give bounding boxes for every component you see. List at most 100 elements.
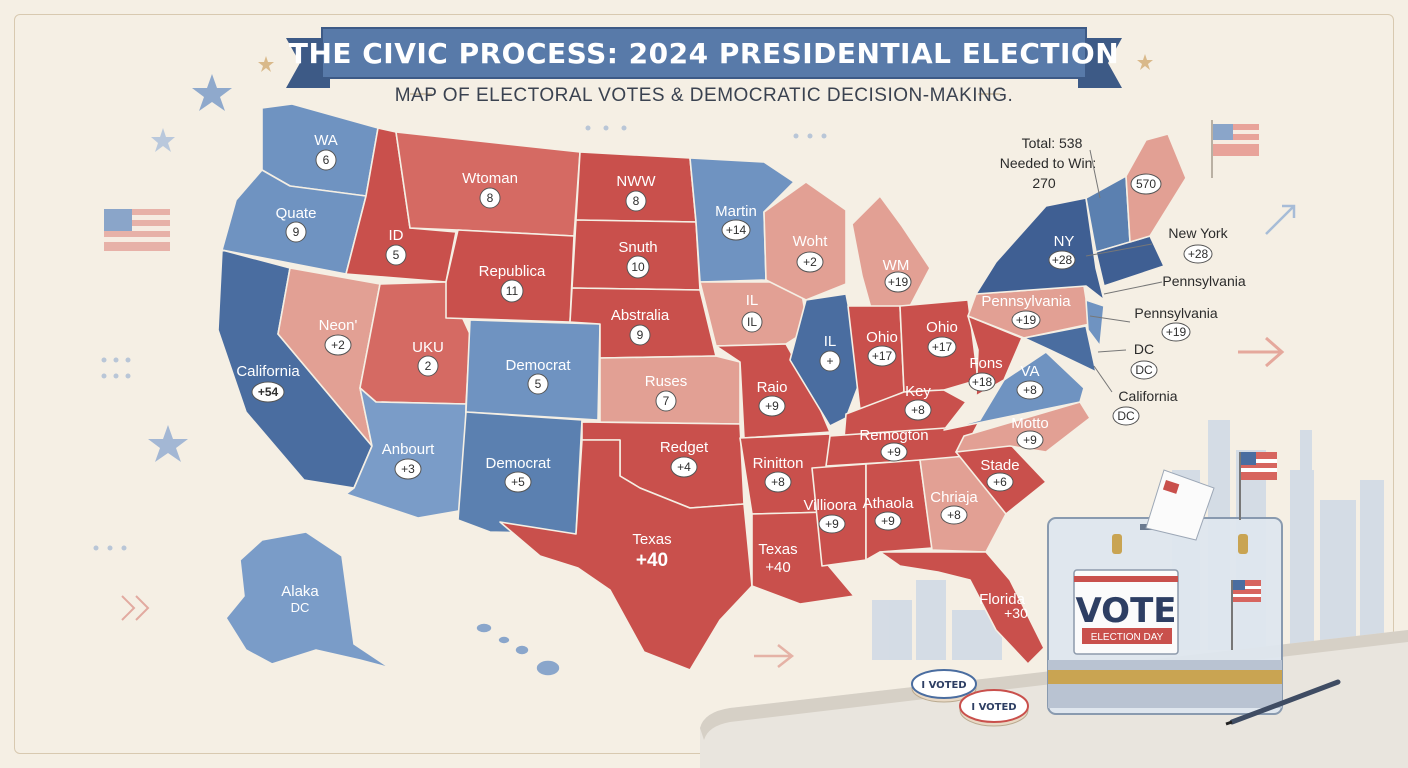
state-name: Texas xyxy=(758,541,797,558)
flag-icon xyxy=(104,209,170,251)
callout-california-badge: DC xyxy=(1117,409,1135,423)
state-votes: +8 xyxy=(1023,383,1037,397)
state-votes: +28 xyxy=(1052,253,1073,267)
state-votes: 9 xyxy=(637,328,644,342)
state-name: Snuth xyxy=(618,239,657,256)
state-nj xyxy=(1085,299,1105,347)
state-name: Raio xyxy=(757,379,788,396)
state-votes: +8 xyxy=(947,508,961,522)
state-name: Athaola xyxy=(863,495,915,512)
page-title: THE CIVIC PROCESS: 2024 PRESIDENTIAL ELE… xyxy=(289,37,1119,70)
state-name: VA xyxy=(1021,363,1040,380)
state-name: NY xyxy=(1054,233,1075,250)
state-name: Florida xyxy=(979,591,1026,608)
state-votes: 8 xyxy=(633,194,640,208)
state-name: Anbourt xyxy=(382,441,435,458)
state-name: Key xyxy=(905,383,931,400)
state-votes: +9 xyxy=(765,399,779,413)
star-icon xyxy=(258,56,274,72)
state-votes: 6 xyxy=(323,153,330,167)
state-fl xyxy=(879,551,1045,665)
state-ny xyxy=(975,197,1105,301)
state-hi xyxy=(475,622,561,677)
state-votes: +40 xyxy=(765,559,790,576)
state-name: Democrat xyxy=(485,455,551,472)
flag-icon xyxy=(1239,452,1277,520)
title-banner: THE CIVIC PROCESS: 2024 PRESIDENTIAL ELE… xyxy=(286,27,1122,88)
state-tx xyxy=(499,439,753,671)
state-votes: 5 xyxy=(535,377,542,391)
dots-decoration xyxy=(93,125,827,551)
state-votes: +6 xyxy=(993,475,1007,489)
state-votes: 7 xyxy=(663,394,670,408)
vote-sign: VOTE xyxy=(1075,591,1176,631)
state-name: IL xyxy=(824,333,837,350)
svg-text:I VOTED: I VOTED xyxy=(971,702,1016,713)
state-votes: +17 xyxy=(932,340,953,354)
state-name: Chriaja xyxy=(930,489,978,506)
callout-dc: DC xyxy=(1134,341,1154,357)
state-votes: 2 xyxy=(425,359,432,373)
page-subtitle: MAP OF ELECTORAL VOTES & DEMOCRATIC DECI… xyxy=(395,85,1014,106)
flag-icon xyxy=(1211,120,1259,178)
state-votes: +19 xyxy=(1016,313,1037,327)
state-name: Redget xyxy=(660,439,709,456)
arrow-icon xyxy=(754,644,795,668)
state-votes: +9 xyxy=(825,517,839,531)
state-votes: 5 xyxy=(393,248,400,262)
state-votes: +19 xyxy=(888,275,909,289)
state-votes: +9 xyxy=(887,445,901,459)
state-votes: DC xyxy=(291,600,310,615)
state-ak xyxy=(225,531,391,669)
state-name: Neon' xyxy=(319,317,358,334)
star-icon xyxy=(151,128,175,152)
total-votes: Total: 538 xyxy=(1022,135,1083,151)
callout-pennsylvania-votes: +19 xyxy=(1166,325,1187,339)
state-name: Republica xyxy=(479,263,546,280)
state-votes: +2 xyxy=(331,338,345,352)
callout-california: California xyxy=(1118,388,1177,404)
svg-text:I VOTED: I VOTED xyxy=(921,680,966,691)
state-name: Pennsylvania xyxy=(981,293,1071,310)
state-votes: IL xyxy=(747,315,757,329)
state-votes: +8 xyxy=(771,475,785,489)
needed-to-win-label: Needed to Win: xyxy=(1000,155,1097,171)
state-name: Motto xyxy=(1011,415,1049,432)
state-co xyxy=(465,319,601,421)
ballot-box: VOTE ELECTION DAY xyxy=(1047,469,1283,715)
state-name: Texas xyxy=(632,531,671,548)
state-votes: 570 xyxy=(1136,177,1156,191)
state-votes: 9 xyxy=(293,225,300,239)
callouts: Total: 538 Needed to Win: 270 New York +… xyxy=(1000,135,1246,426)
chevron-icon xyxy=(121,595,150,621)
callout-new-york: New York xyxy=(1168,225,1228,241)
state-name: IL xyxy=(746,292,759,309)
state-votes: 8 xyxy=(487,191,494,205)
star-icon xyxy=(192,74,232,111)
state-name: Villioora xyxy=(803,497,857,514)
callout-new-york-votes: +28 xyxy=(1188,247,1209,261)
state-mi xyxy=(851,195,931,313)
state-name: Fons xyxy=(969,355,1002,372)
state-name: Democrat xyxy=(505,357,571,374)
state-votes: +9 xyxy=(881,514,895,528)
arrow-icon xyxy=(1265,204,1296,235)
state-labels: WA 6 Quate 9 California +54 ID 5 Neon' +2 UKU… xyxy=(236,132,1162,621)
arrow-icon xyxy=(1238,336,1285,368)
state-ms xyxy=(811,463,867,567)
state-al xyxy=(865,459,933,561)
state-votes: +30 xyxy=(1004,605,1028,621)
us-map xyxy=(217,103,1187,677)
state-name: Wtoman xyxy=(462,170,518,187)
callout-dc-badge: DC xyxy=(1135,363,1153,377)
state-name: Abstralia xyxy=(611,307,670,324)
state-votes: +9 xyxy=(1023,433,1037,447)
state-name: UKU xyxy=(412,339,444,356)
state-label-group: WA 6 xyxy=(314,132,338,171)
state-votes: 11 xyxy=(506,284,519,298)
state-votes: +40 xyxy=(636,550,668,571)
state-votes: +17 xyxy=(872,349,893,363)
state-name: WM xyxy=(883,257,910,274)
state-name: WA xyxy=(314,132,338,149)
